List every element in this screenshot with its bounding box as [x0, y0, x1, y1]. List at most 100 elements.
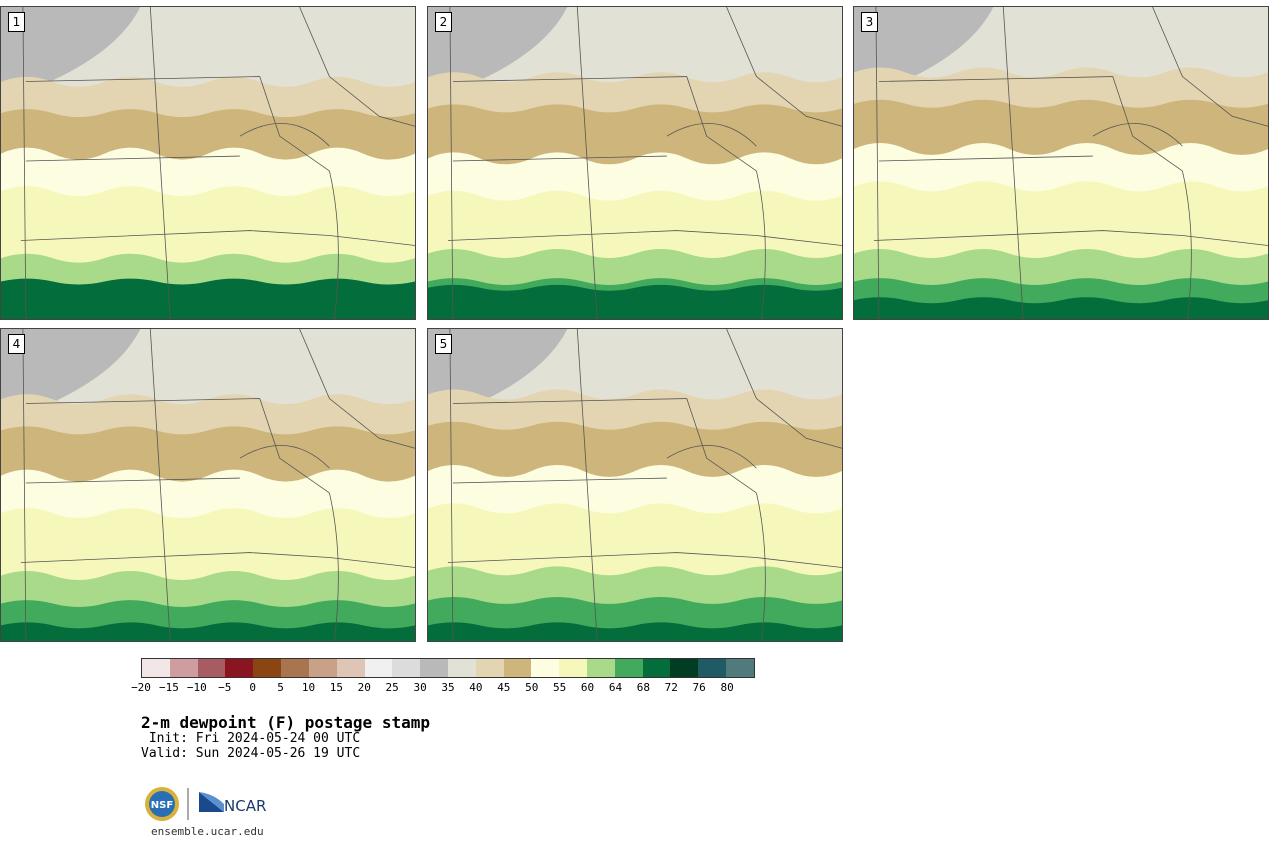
source-url[interactable]: ensemble.ucar.edu	[151, 825, 264, 838]
colorbar-swatch	[642, 659, 671, 677]
state-boundary	[452, 155, 667, 162]
state-boundary	[878, 76, 1113, 82]
state-boundary	[726, 7, 842, 127]
state-boundary	[686, 76, 757, 172]
colorbar-swatch	[420, 659, 448, 677]
map-title: 2-m dewpoint (F) postage stamp	[141, 713, 430, 732]
state-boundary	[726, 329, 842, 449]
init-time: Init: Fri 2024-05-24 00 UTC	[141, 731, 361, 746]
lake-michigan-outline	[329, 492, 339, 641]
colorbar-tick-label: 55	[553, 681, 567, 694]
panel-number: 3	[861, 12, 878, 32]
colorbar-tick-label: 25	[385, 681, 399, 694]
colorbar-tick-label: 80	[720, 681, 734, 694]
colorbar-tick-label: 10	[301, 681, 316, 694]
colorbar-swatch	[392, 659, 421, 677]
colorbar-tick-label: 76	[692, 681, 706, 694]
state-boundary	[452, 477, 667, 484]
colorbar-swatch	[447, 659, 476, 677]
dewpoint-region	[1, 329, 141, 412]
colorbar-tick-label: 60	[580, 681, 595, 694]
state-boundary	[447, 552, 842, 568]
colorbar-swatch	[225, 659, 254, 677]
state-boundary	[449, 7, 454, 319]
state-boundary	[25, 76, 260, 82]
dewpoint-region	[1, 622, 415, 641]
state-boundary	[25, 398, 260, 404]
state-boundary	[20, 552, 415, 568]
dewpoint-map	[428, 329, 842, 641]
colorbar-swatch	[142, 659, 170, 677]
colorbar-swatch	[253, 659, 282, 677]
colorbar-tick-label: 45	[497, 681, 511, 694]
colorbar-swatch	[281, 659, 309, 677]
panel-number: 2	[435, 12, 452, 32]
colorbar-tick-label: 0	[249, 681, 256, 694]
forecast-panel-2: 2	[427, 6, 843, 320]
dewpoint-region	[1, 278, 415, 319]
lake-michigan-outline	[756, 170, 766, 319]
lake-superior-outline	[1092, 123, 1183, 147]
dewpoint-region	[854, 297, 1268, 319]
state-boundary	[875, 7, 880, 319]
lake-superior-outline	[666, 123, 757, 147]
colorbar-tick-label: 64	[608, 681, 623, 694]
ncar-logo-text: NCAR	[224, 797, 266, 815]
state-boundary	[873, 230, 1268, 246]
colorbar-tick-label: 35	[441, 681, 455, 694]
colorbar-tick-label: −15	[158, 681, 179, 694]
state-boundary	[1112, 76, 1183, 172]
state-boundary	[149, 329, 171, 641]
colorbar-tick-label: 40	[469, 681, 483, 694]
state-boundary	[22, 7, 27, 319]
lake-superior-outline	[666, 445, 757, 469]
dewpoint-map	[1, 7, 415, 319]
dewpoint-region	[428, 284, 842, 319]
dewpoint-map	[1, 329, 415, 641]
colorbar-swatch	[559, 659, 587, 677]
colorbar-tick-label: 15	[329, 681, 343, 694]
colorbar-swatch	[364, 659, 393, 677]
nsf-logo-icon: NSF	[145, 787, 179, 821]
state-boundary	[452, 76, 687, 82]
dewpoint-region	[1, 7, 141, 90]
state-boundary	[149, 7, 171, 319]
state-boundary	[299, 7, 415, 127]
colorbar-ticks: −20 −15 −10 −5 0 5 10 15 20 25 30 35 40 45 50 55 60 64 68 7…	[131, 681, 755, 695]
nsf-logo-text: NSF	[151, 800, 173, 811]
colorbar-swatch	[587, 659, 615, 677]
state-boundary	[576, 329, 598, 641]
ncar-logo-icon: NCAR	[199, 792, 266, 815]
colorbar-swatch	[336, 659, 365, 677]
colorbar	[141, 658, 755, 678]
colorbar-tick-label: 50	[525, 681, 539, 694]
colorbar-tick-label: −10	[186, 681, 207, 694]
colorbar-swatch	[698, 659, 727, 677]
dewpoint-region	[428, 7, 568, 90]
forecast-panel-4: 4	[0, 328, 416, 642]
colorbar-swatch	[169, 659, 198, 677]
state-boundary	[452, 398, 687, 404]
forecast-panel-1: 1	[0, 6, 416, 320]
valid-time: Valid: Sun 2024-05-26 19 UTC	[141, 746, 361, 761]
dewpoint-map	[428, 7, 842, 319]
colorbar-swatch	[531, 659, 560, 677]
colorbar-tick-label: 5	[277, 681, 284, 694]
state-boundary	[259, 398, 330, 494]
dewpoint-region	[428, 622, 842, 641]
forecast-panel-3: 3	[853, 6, 1269, 320]
colorbar-swatch	[503, 659, 532, 677]
colorbar-swatch	[726, 659, 754, 677]
state-boundary	[25, 477, 240, 484]
state-boundary	[25, 155, 240, 162]
state-boundary	[1152, 7, 1268, 127]
lake-michigan-outline	[1182, 170, 1192, 319]
forecast-panel-5: 5	[427, 328, 843, 642]
colorbar-tick-label: −5	[218, 681, 232, 694]
lake-michigan-outline	[329, 170, 339, 319]
colorbar-tick-label: 30	[413, 681, 427, 694]
state-boundary	[686, 398, 757, 494]
colorbar-swatch	[308, 659, 337, 677]
colorbar-tick-label: 20	[357, 681, 371, 694]
state-boundary	[22, 329, 27, 641]
